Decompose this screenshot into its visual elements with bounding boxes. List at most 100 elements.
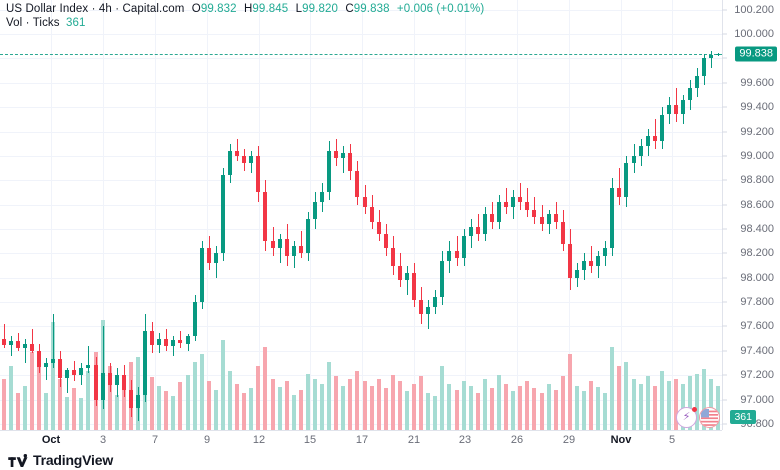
candle-wick (506, 187, 507, 215)
volume-bar (228, 371, 232, 430)
candle-body (2, 338, 6, 345)
price-scale-label: 100.000 (734, 28, 774, 41)
candle-body (525, 202, 529, 210)
candle-body (596, 255, 600, 266)
candle-body (412, 272, 416, 300)
legend-separator-2: · (115, 3, 120, 15)
volume-bar (285, 381, 289, 430)
price-scale-label: 98.800 (740, 174, 774, 187)
candle-body (419, 299, 423, 315)
volume-bar (419, 376, 423, 430)
time-scale[interactable]: Oct 3 7 9 12 15 17 21 23 26 29 Nov 5 (0, 430, 780, 452)
volume-bar (178, 382, 182, 430)
us-flag-icon[interactable] (699, 406, 720, 428)
volume-bar (653, 386, 657, 430)
volume-bar (157, 386, 161, 430)
volume-bar (256, 366, 260, 430)
legend-separator-1: · (91, 3, 96, 15)
candle-body (653, 136, 657, 142)
price-scale-tick (722, 33, 727, 35)
scale-badges: ⚡ (676, 406, 720, 428)
candle-body (511, 197, 515, 208)
candle-wick (527, 187, 528, 217)
volume-bar (207, 381, 211, 430)
legend-source[interactable]: Capital.com (122, 3, 185, 15)
price-scale-tick (722, 155, 727, 157)
legend-interval[interactable]: 4h (98, 3, 112, 15)
candle-body (688, 87, 692, 100)
candle-body (355, 170, 359, 198)
volume-bar (221, 339, 225, 430)
volume-bar (108, 366, 112, 430)
gridline-horizontal (0, 82, 722, 84)
candle-wick (273, 226, 274, 256)
volume-bar (462, 381, 466, 430)
candle-body (363, 197, 367, 208)
lightning-icon[interactable]: ⚡ (676, 406, 697, 428)
volume-bar (72, 388, 76, 430)
candle-body (320, 192, 324, 203)
gridline-horizontal (0, 423, 722, 425)
candle-body (561, 221, 565, 244)
volume-bar (44, 393, 48, 430)
candle-body (285, 238, 289, 256)
candle-body (292, 246, 296, 256)
candle-body (65, 370, 69, 378)
candle-body (136, 394, 140, 409)
price-scale[interactable]: 100.200100.00099.80099.60099.40099.20099… (722, 0, 780, 430)
candle-wick (407, 265, 408, 295)
time-scale-label: 26 (510, 434, 524, 446)
gridline-horizontal (0, 229, 722, 230)
lightning-glyph: ⚡ (682, 410, 691, 423)
candle-wick (32, 328, 33, 354)
gridline-horizontal (0, 350, 722, 352)
volume-bar (532, 388, 536, 430)
volume-bar (122, 388, 126, 430)
candle-wick (103, 326, 104, 410)
candle-body (37, 350, 41, 367)
volume-bar (334, 376, 338, 430)
legend-volume-row[interactable]: Vol · Ticks 361 (6, 17, 484, 30)
candle-body (348, 153, 352, 171)
volume-bar (405, 390, 409, 430)
volume-bar (214, 389, 218, 430)
price-scale-label: 99.000 (740, 149, 774, 162)
volume-bar (23, 386, 27, 430)
gridline-horizontal (0, 302, 722, 304)
tradingview-wordmark: TradingView (33, 452, 114, 468)
chart-plot-area[interactable] (0, 0, 722, 430)
candle-body (193, 302, 197, 337)
price-scale-tick (722, 131, 727, 133)
legend-low-key: L (295, 3, 303, 15)
legend-close-value: 99.838 (353, 3, 390, 15)
volume-bar (341, 386, 345, 430)
gridline-horizontal (0, 9, 722, 11)
gridline-vertical (672, 0, 673, 430)
candle-body (433, 297, 437, 307)
candle-body (129, 389, 133, 409)
tradingview-logo[interactable]: TradingView (8, 452, 113, 468)
current-price-line (0, 53, 722, 55)
volume-bar (540, 393, 544, 430)
volume-bar (186, 375, 190, 430)
gridline-horizontal (0, 326, 722, 328)
volume-bar (242, 393, 246, 430)
legend-symbol[interactable]: US Dollar Index (6, 3, 89, 15)
candle-body (101, 372, 105, 400)
volume-bar (51, 322, 55, 430)
candle-body (235, 151, 239, 156)
time-scale-label: 9 (203, 434, 211, 446)
candle-body (178, 339, 182, 344)
time-scale-label: Nov (610, 434, 632, 446)
candle-wick (4, 324, 5, 349)
price-scale-tick (722, 252, 727, 254)
legend-high-key: H (244, 3, 253, 15)
price-scale-label: 97.200 (740, 369, 774, 382)
volume-bar (263, 346, 267, 430)
candle-wick (46, 358, 47, 381)
legend-symbol-row[interactable]: US Dollar Index · 4h · Capital.com O99.8… (6, 3, 484, 16)
gridline-vertical (414, 0, 415, 430)
candle-body (200, 248, 204, 303)
price-scale-tick (722, 301, 727, 303)
gridline-horizontal (0, 155, 722, 157)
